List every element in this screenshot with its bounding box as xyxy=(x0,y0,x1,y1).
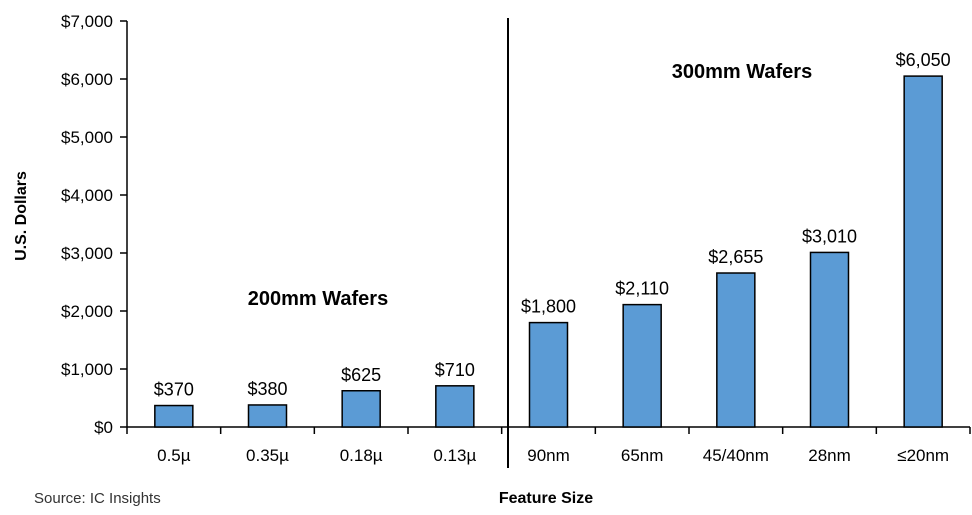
bar xyxy=(622,303,662,428)
y-tick-label: $0 xyxy=(94,418,113,437)
y-tick-label: $2,000 xyxy=(61,302,113,321)
data-labels: $370 $380 $625 $710 $1,800 $2,110 $2,655 $3,010… xyxy=(154,50,951,399)
bar-value-label: $3,010 xyxy=(802,226,857,246)
bar-value-label: $370 xyxy=(154,380,194,400)
y-tick-label: $7,000 xyxy=(61,12,113,31)
x-tick-label: 28nm xyxy=(808,446,851,465)
x-tick-label: 65nm xyxy=(621,446,664,465)
bar xyxy=(341,390,381,428)
y-tick-label: $1,000 xyxy=(61,360,113,379)
y-tick-label: $6,000 xyxy=(61,70,113,89)
y-axis-title: U.S. Dollars xyxy=(13,171,30,261)
annotation-300mm-wafers: 300mm Wafers xyxy=(672,61,812,83)
bar xyxy=(903,75,943,428)
bar xyxy=(154,404,194,428)
bar-value-label: $2,110 xyxy=(615,279,669,299)
x-axis-title: Feature Size xyxy=(499,490,593,507)
x-tick-label: 0.13µ xyxy=(433,446,476,465)
bar-value-label: $1,800 xyxy=(521,297,576,317)
y-tick-label: $4,000 xyxy=(61,186,113,205)
bar-value-label: $2,655 xyxy=(708,247,763,267)
bar xyxy=(528,321,569,428)
x-tick-label: 90nm xyxy=(527,446,570,465)
x-tick-label: ≤20nm xyxy=(897,446,949,465)
x-tick-label: 45/40nm xyxy=(703,446,769,465)
bar-value-label: $710 xyxy=(435,360,475,380)
x-tick-label: 0.5µ xyxy=(157,446,191,465)
bar xyxy=(809,251,850,428)
bar xyxy=(716,272,756,428)
y-axis: $0 $1,000 $2,000 $3,000 $4,000 $5,000 $6,000 $7… xyxy=(61,12,128,437)
bar xyxy=(435,385,475,428)
bar-value-label: $6,050 xyxy=(896,50,951,70)
y-tick-label: $5,000 xyxy=(61,128,113,147)
x-axis: 0.5µ 0.35µ 0.18µ 0.13µ 90nm 65nm 45/40nm 28nm ≤2… xyxy=(126,426,971,465)
y-tick-label: $3,000 xyxy=(61,244,113,263)
bar-value-label: $625 xyxy=(341,365,381,385)
bar-value-label: $380 xyxy=(247,379,287,399)
x-tick-label: 0.18µ xyxy=(340,446,383,465)
bar xyxy=(247,404,288,428)
bars xyxy=(154,75,943,428)
annotation-200mm-wafers: 200mm Wafers xyxy=(248,288,388,310)
x-tick-label: 0.35µ xyxy=(246,446,289,465)
source-note: Source: IC Insights xyxy=(34,490,161,507)
